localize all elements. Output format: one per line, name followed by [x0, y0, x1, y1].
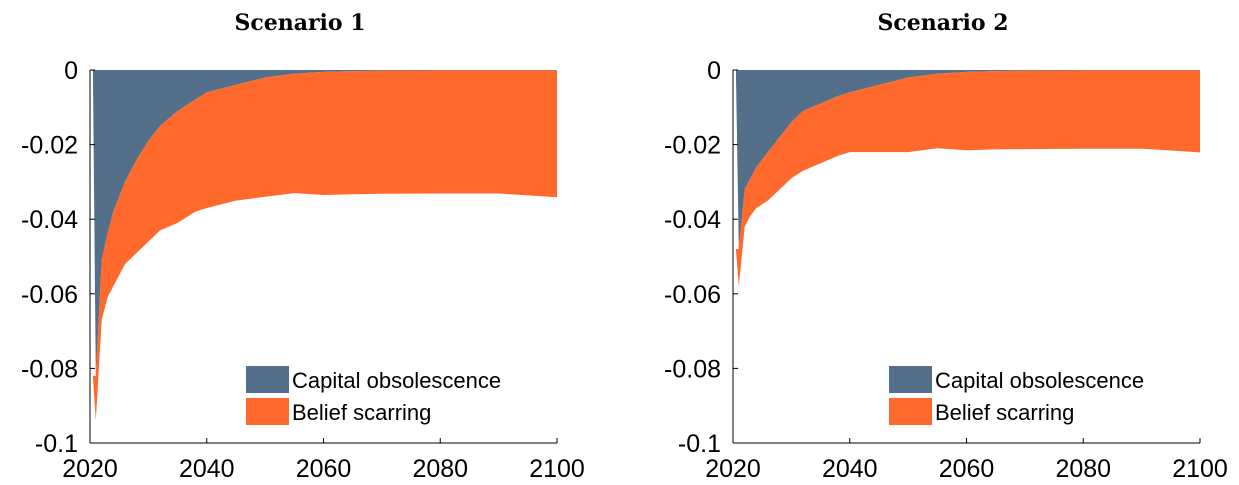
y-tick-label: -0.08: [664, 355, 721, 383]
y-tick-label: 0: [707, 57, 721, 85]
legend: Capital obsolescence Belief scarring: [246, 366, 501, 425]
y-tick-label: -0.08: [21, 355, 78, 383]
y-tick-label: -0.06: [664, 281, 721, 309]
legend-label: Belief scarring: [935, 400, 1074, 425]
legend-label: Capital obsolescence: [292, 368, 501, 393]
area-belief-scarring: [92, 70, 558, 421]
legend: Capital obsolescence Belief scarring: [889, 366, 1144, 425]
area-capital-obsolescence: [92, 70, 558, 376]
y-tick-label: -0.06: [21, 281, 78, 309]
x-tick-label: 2060: [939, 455, 995, 483]
legend-label: Belief scarring: [292, 400, 431, 425]
x-tick-label: 2080: [412, 455, 468, 483]
x-tick-label: 2080: [1055, 455, 1111, 483]
panel-title: Scenario 1: [234, 10, 365, 36]
y-tick-label: -0.04: [21, 206, 78, 234]
legend-swatch: [246, 398, 289, 425]
y-tick-label: -0.04: [664, 206, 721, 234]
y-tick-label: -0.02: [21, 132, 78, 160]
area-capital-obsolescence: [735, 70, 1200, 249]
legend-label: Capital obsolescence: [935, 368, 1144, 393]
legend-swatch: [889, 366, 932, 393]
x-tick-label: 2100: [529, 455, 585, 483]
legend-swatch: [889, 398, 932, 425]
x-tick-label: 2020: [705, 455, 761, 483]
y-tick-label: -0.1: [678, 430, 721, 458]
panel-title: Scenario 2: [877, 10, 1008, 36]
x-tick-label: 2020: [62, 455, 118, 483]
y-tick-label: -0.02: [664, 132, 721, 160]
x-tick-label: 2040: [179, 455, 235, 483]
x-tick-label: 2100: [1172, 455, 1228, 483]
x-tick-label: 2040: [822, 455, 878, 483]
area-belief-scarring: [735, 70, 1200, 287]
x-tick-label: 2060: [296, 455, 352, 483]
y-tick-label: -0.1: [35, 430, 78, 458]
legend-swatch: [246, 366, 289, 393]
y-tick-label: 0: [64, 57, 78, 85]
